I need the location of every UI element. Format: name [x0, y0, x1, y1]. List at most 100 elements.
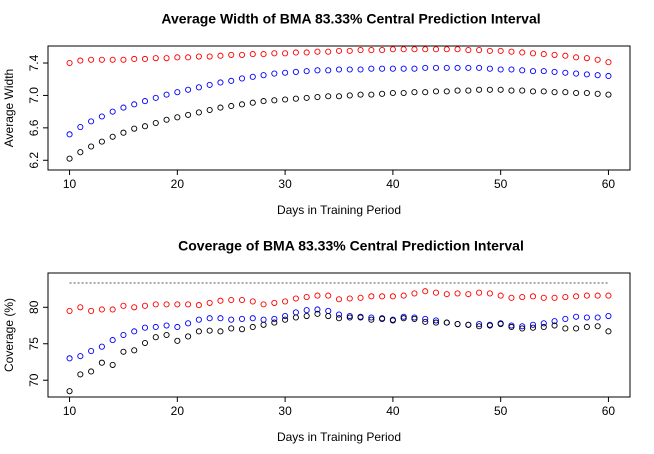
point	[314, 292, 321, 299]
point	[346, 314, 353, 321]
point	[368, 316, 375, 323]
point	[443, 291, 450, 298]
point	[260, 301, 267, 308]
point	[605, 72, 612, 80]
point	[454, 290, 461, 297]
point	[443, 88, 450, 95]
point	[163, 116, 170, 123]
point	[185, 320, 192, 327]
point	[389, 317, 396, 324]
x-tick-label: 60	[602, 404, 616, 418]
point	[562, 69, 569, 76]
point	[141, 339, 149, 347]
point	[206, 106, 213, 114]
point	[131, 125, 138, 132]
point	[325, 48, 332, 55]
point	[174, 301, 181, 308]
point	[120, 331, 127, 339]
point	[314, 306, 321, 313]
point	[77, 371, 84, 378]
point	[260, 316, 267, 323]
point	[573, 54, 580, 61]
point	[217, 79, 224, 86]
point	[497, 292, 504, 299]
point	[562, 315, 569, 323]
point	[228, 51, 235, 58]
point	[325, 93, 332, 100]
point	[174, 89, 181, 96]
point	[476, 64, 483, 71]
point	[583, 292, 590, 299]
point	[389, 46, 396, 53]
point	[303, 94, 310, 101]
point	[551, 318, 558, 325]
plot-frame	[47, 45, 631, 171]
point	[77, 304, 84, 311]
point	[120, 129, 127, 136]
y-axis-label: Coverage (%)	[2, 298, 16, 372]
point	[88, 56, 95, 63]
point	[465, 47, 472, 54]
point	[88, 347, 95, 355]
point	[422, 46, 429, 53]
point	[540, 51, 547, 58]
x-tick-label: 50	[494, 404, 508, 418]
y-tick-label: 80	[27, 300, 41, 314]
point	[443, 319, 450, 326]
point	[195, 84, 202, 91]
point	[260, 72, 267, 79]
point	[411, 89, 418, 96]
x-tick-label: 60	[602, 177, 616, 191]
point	[594, 292, 601, 299]
point	[594, 56, 601, 63]
point	[486, 47, 493, 54]
point	[583, 323, 590, 331]
point	[562, 52, 569, 59]
point	[195, 53, 202, 60]
point	[529, 50, 537, 57]
point	[573, 325, 580, 332]
point	[314, 48, 321, 55]
point	[238, 75, 246, 82]
point	[573, 293, 580, 300]
point	[217, 297, 224, 304]
point	[519, 323, 526, 330]
point	[141, 123, 149, 130]
point	[249, 298, 256, 305]
point	[163, 331, 170, 339]
point	[583, 89, 590, 97]
point	[131, 304, 138, 311]
point	[249, 51, 256, 58]
point	[303, 49, 310, 56]
point	[152, 119, 159, 127]
point	[217, 104, 224, 111]
y-axis-label: Average Width	[2, 69, 16, 148]
point	[605, 59, 612, 66]
point	[519, 49, 526, 56]
chart-title: Average Width of BMA 83.33% Central Pred…	[161, 11, 540, 27]
point	[454, 321, 461, 328]
point	[400, 65, 407, 72]
point	[282, 312, 289, 320]
point	[357, 294, 364, 301]
x-tick-label: 40	[386, 404, 400, 418]
point	[109, 337, 116, 344]
point	[389, 65, 396, 72]
point	[465, 64, 472, 71]
point	[120, 56, 127, 63]
point	[519, 325, 526, 332]
point	[422, 64, 429, 71]
point	[583, 55, 590, 62]
point	[98, 113, 105, 120]
point	[206, 53, 213, 60]
point	[454, 87, 461, 94]
point	[368, 47, 375, 54]
point	[486, 65, 493, 72]
point	[131, 101, 138, 108]
point	[540, 294, 547, 301]
point	[217, 328, 224, 335]
point	[228, 77, 235, 84]
point	[174, 54, 181, 61]
x-tick-label: 20	[171, 404, 185, 418]
point	[292, 295, 299, 302]
